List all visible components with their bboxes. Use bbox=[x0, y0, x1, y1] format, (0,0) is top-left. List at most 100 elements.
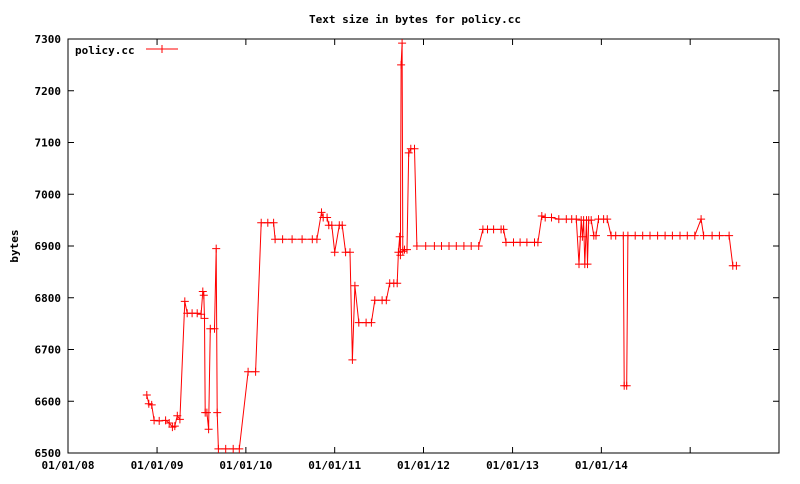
data-point bbox=[516, 238, 525, 247]
data-point bbox=[395, 232, 404, 241]
data-point bbox=[697, 215, 706, 224]
data-point bbox=[592, 231, 600, 240]
data-point bbox=[348, 355, 357, 364]
data-point bbox=[459, 242, 468, 250]
y-tick-label: 6500 bbox=[35, 447, 62, 460]
data-point bbox=[708, 231, 717, 240]
data-point bbox=[522, 238, 531, 247]
data-point bbox=[661, 231, 670, 240]
data-point bbox=[393, 279, 402, 288]
data-point bbox=[235, 444, 244, 453]
data-point bbox=[338, 221, 347, 230]
data-point bbox=[197, 310, 206, 319]
x-tick-label: 01/01/09 bbox=[131, 459, 184, 472]
y-tick-label: 7000 bbox=[35, 188, 62, 201]
data-point bbox=[271, 235, 280, 244]
data-point bbox=[397, 60, 406, 69]
data-point bbox=[437, 242, 446, 250]
data-point bbox=[502, 238, 510, 247]
data-point bbox=[474, 242, 483, 250]
data-point bbox=[204, 425, 213, 434]
data-point bbox=[430, 242, 439, 250]
data-point bbox=[554, 215, 563, 224]
data-point bbox=[631, 231, 640, 240]
data-point bbox=[202, 408, 211, 417]
data-point bbox=[165, 419, 174, 427]
data-point bbox=[396, 251, 405, 260]
chart-title: Text size in bytes for policy.cc bbox=[309, 13, 521, 26]
x-tick-label: 01/01/10 bbox=[219, 459, 272, 472]
y-tick-label: 6700 bbox=[35, 344, 62, 357]
data-point bbox=[312, 235, 321, 244]
data-point bbox=[699, 231, 708, 240]
data-point bbox=[638, 231, 647, 240]
data-point bbox=[212, 244, 221, 253]
data-point bbox=[200, 314, 209, 323]
x-tick-label: 01/01/13 bbox=[486, 459, 539, 472]
data-point bbox=[251, 367, 260, 376]
data-point bbox=[725, 231, 734, 240]
data-point bbox=[198, 287, 207, 296]
data-point bbox=[214, 444, 223, 453]
data-point bbox=[683, 231, 692, 240]
x-tick-label: 01/01/11 bbox=[308, 459, 361, 472]
data-point bbox=[327, 221, 336, 230]
data-point bbox=[732, 261, 741, 270]
data-point bbox=[715, 231, 724, 240]
data-point bbox=[175, 415, 184, 424]
data-point bbox=[583, 260, 592, 269]
data-point bbox=[603, 215, 612, 224]
data-point bbox=[398, 247, 407, 256]
data-point bbox=[452, 242, 461, 250]
data-point bbox=[445, 242, 453, 250]
data-point bbox=[653, 231, 662, 240]
data-point bbox=[412, 242, 421, 250]
data-point bbox=[533, 238, 542, 247]
data-point bbox=[323, 213, 332, 222]
data-point bbox=[690, 231, 699, 240]
data-point bbox=[354, 318, 363, 327]
data-point bbox=[578, 232, 587, 241]
data-point bbox=[404, 148, 413, 157]
data-point bbox=[288, 235, 297, 244]
axes-group: 6500 6600 6700 6800 6900 7000 7100 7200 7300 01/0… bbox=[35, 33, 779, 472]
series-group bbox=[142, 39, 741, 453]
y-tick-label: 6800 bbox=[35, 292, 62, 305]
data-point bbox=[572, 215, 581, 224]
y-tick-label: 6900 bbox=[35, 240, 62, 253]
data-point bbox=[330, 248, 339, 257]
data-point bbox=[499, 225, 508, 234]
data-point bbox=[213, 408, 222, 417]
x-tick-label: 01/01/08 bbox=[42, 459, 95, 472]
data-point bbox=[298, 235, 307, 244]
data-point bbox=[367, 318, 376, 327]
data-point bbox=[623, 231, 632, 240]
y-tick-label: 7100 bbox=[35, 137, 62, 150]
data-point bbox=[467, 242, 476, 250]
data-point bbox=[421, 242, 430, 250]
x-tick-label: 01/01/14 bbox=[575, 459, 628, 472]
y-tick-label: 6600 bbox=[35, 395, 62, 408]
data-point bbox=[398, 39, 407, 48]
data-point bbox=[382, 296, 391, 305]
data-point bbox=[180, 297, 189, 306]
data-point bbox=[346, 248, 354, 257]
data-point bbox=[142, 391, 151, 399]
data-point bbox=[370, 296, 379, 305]
data-point bbox=[537, 212, 546, 220]
legend: policy.cc bbox=[75, 44, 178, 57]
x-tick-label: 01/01/12 bbox=[397, 459, 450, 472]
data-point bbox=[193, 309, 202, 318]
y-axis-label: bytes bbox=[8, 229, 21, 262]
data-point bbox=[547, 213, 556, 222]
data-point bbox=[170, 422, 179, 431]
data-point bbox=[244, 367, 253, 376]
data-point bbox=[587, 216, 596, 225]
data-point bbox=[350, 281, 359, 290]
data-point bbox=[210, 324, 219, 333]
data-point bbox=[668, 231, 677, 240]
legend-label: policy.cc bbox=[75, 44, 135, 57]
data-point bbox=[622, 381, 631, 390]
data-point bbox=[410, 144, 419, 153]
